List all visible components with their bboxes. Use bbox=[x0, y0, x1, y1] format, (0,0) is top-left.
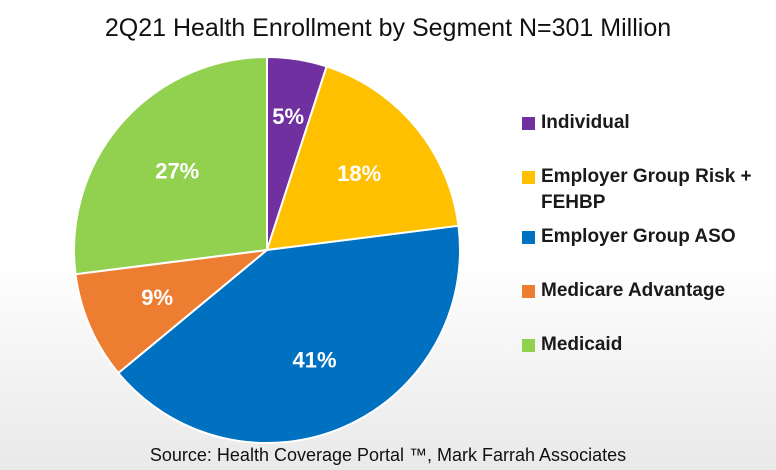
legend-swatch-individual bbox=[522, 117, 535, 130]
pie-slice-employer-group-risk-fehbp bbox=[265, 65, 460, 252]
pie-slice-medicare-advantage bbox=[74, 248, 271, 375]
legend-label-individual: Individual bbox=[541, 112, 630, 133]
chart-title: 2Q21 Health Enrollment by Segment N=301 … bbox=[104, 14, 672, 42]
legend-label-employer-group-risk: Employer Group Risk + FEHBP bbox=[541, 166, 752, 213]
legend-label-medicare-advantage: Medicare Advantage bbox=[541, 280, 726, 301]
legend-label-medicaid: Medicaid bbox=[541, 334, 623, 355]
data-label-employer-group-risk-fehbp: 18% bbox=[337, 161, 381, 186]
legend-swatch-medicare-advantage bbox=[522, 285, 535, 298]
legend-item-medicaid: Medicaid bbox=[522, 332, 772, 358]
pie-slice-employer-group-aso bbox=[116, 224, 461, 444]
source-note: Source: Health Coverage Portal ™, Mark F… bbox=[149, 445, 627, 465]
legend-swatch-employer-group-risk bbox=[522, 171, 535, 184]
data-label-employer-group-aso: 41% bbox=[292, 347, 336, 372]
legend-swatch-medicaid bbox=[522, 339, 535, 352]
legend: Individual Employer Group Risk + FEHBP E… bbox=[522, 110, 772, 358]
pie-slice-medicaid bbox=[73, 55, 268, 276]
data-label-individual: 5% bbox=[272, 104, 304, 129]
data-label-medicare-advantage: 9% bbox=[141, 285, 173, 310]
legend-label-employer-group-aso: Employer Group ASO bbox=[541, 226, 736, 247]
legend-item-medicare-advantage: Medicare Advantage bbox=[522, 278, 772, 304]
legend-item-employer-group-aso: Employer Group ASO bbox=[522, 224, 772, 250]
legend-item-employer-group-risk: Employer Group Risk + FEHBP bbox=[522, 164, 772, 216]
legend-item-individual: Individual bbox=[522, 110, 772, 136]
legend-swatch-employer-group-aso bbox=[522, 231, 535, 244]
data-label-medicaid: 27% bbox=[155, 158, 199, 183]
